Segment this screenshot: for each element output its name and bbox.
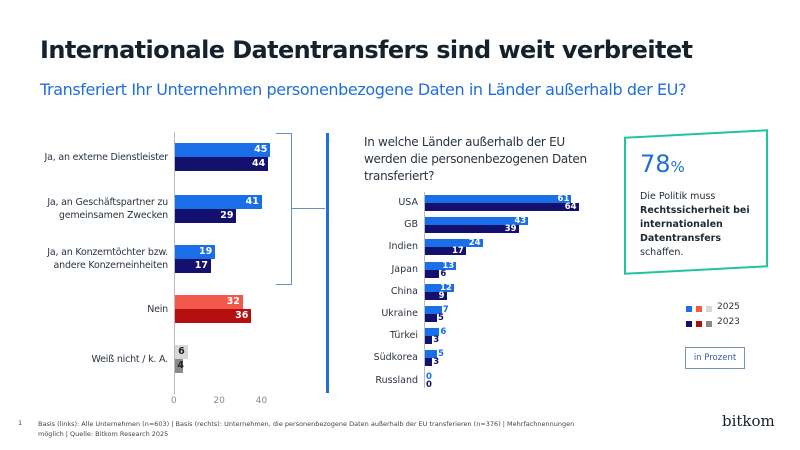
data-label: 6 [178, 346, 185, 357]
bracket [276, 133, 292, 285]
divider [326, 133, 329, 393]
data-label: 32 [226, 296, 240, 307]
bar-2023 [425, 225, 519, 234]
data-label: 41 [245, 196, 259, 207]
callout-line2: schaffen. [640, 247, 684, 258]
data-label: 13 [442, 260, 455, 271]
data-label: 61 [557, 194, 570, 204]
data-label: 36 [235, 310, 249, 321]
legend-swatch [696, 321, 702, 327]
data-label: 43 [514, 216, 527, 227]
category-label: Ja, an externe Dienstleister [44, 151, 169, 163]
x-tick-label: 40 [255, 396, 268, 406]
data-label: 9 [438, 290, 445, 301]
unit-label: in Prozent [685, 347, 745, 369]
legend-swatch [686, 306, 692, 312]
right-chart-question: In welche Länder außerhalb der EU werden… [364, 135, 587, 183]
callout-number: 78 [640, 150, 671, 178]
footnote: Basis (links): Alle Unternehmen (n=603) … [38, 420, 575, 438]
country-label: Japan [391, 263, 419, 275]
bar-2025 [175, 195, 262, 209]
data-label: 19 [199, 246, 213, 257]
bracket-connector [292, 208, 325, 209]
bar-2023 [175, 157, 269, 171]
x-tick-label: 0 [171, 396, 177, 406]
data-label: 5 [438, 313, 444, 323]
bar-2025 [425, 328, 440, 337]
bar-2025 [425, 350, 437, 359]
bar-2023 [175, 259, 212, 273]
data-label: 45 [254, 144, 268, 155]
data-label: 3 [433, 335, 440, 346]
data-label: 29 [220, 210, 234, 221]
bar-2025 [425, 306, 442, 314]
footnote-number: 1 [18, 419, 23, 427]
legend-label: 2025 [717, 302, 740, 312]
callout-line1: Die Politik muss [640, 191, 716, 202]
page-subtitle: Transferiert Ihr Unternehmen personenbez… [40, 80, 687, 99]
bitkom-logo: bitkom [722, 412, 775, 430]
country-label: Türkei [389, 330, 418, 342]
bar-2025 [425, 283, 454, 292]
legend-swatch [706, 321, 712, 327]
data-label: 39 [504, 224, 517, 235]
data-label: 7 [442, 305, 449, 315]
data-label: 3 [433, 357, 440, 368]
data-label: 0 [426, 371, 432, 382]
data-label: 6 [440, 268, 447, 279]
legend-label: 2023 [717, 317, 740, 327]
callout-text: Die Politik muss Rechtssicherheit bei int… [640, 190, 760, 260]
data-label: 17 [451, 246, 464, 257]
bar-2025 [425, 217, 529, 226]
callout-unit: % [670, 158, 685, 176]
legend-swatch [706, 306, 712, 312]
bar-2023 [425, 269, 440, 278]
callout-bold: Rechtssicherheit bei internationalen Dat… [640, 205, 750, 244]
data-label: 12 [439, 282, 452, 293]
data-label: 0 [426, 379, 432, 390]
bar-2023 [425, 247, 466, 256]
bar-2023 [175, 309, 252, 323]
legend-swatch [686, 321, 692, 327]
bar-2025 [425, 195, 572, 203]
country-label: Ukraine [381, 308, 418, 319]
bar-2025 [425, 239, 483, 248]
bar-2023 [425, 314, 437, 322]
bar-2025 [425, 261, 457, 270]
country-label: GB [404, 219, 418, 231]
category-label: Weiß nicht / k. A. [91, 353, 169, 365]
data-label: 17 [194, 260, 209, 271]
bar-2023 [425, 291, 447, 300]
bar-2025 [175, 245, 216, 259]
data-label: 5 [438, 349, 444, 360]
bar-2025 [175, 345, 188, 359]
right-axis [424, 192, 425, 388]
country-label: Indien [388, 241, 418, 253]
country-label: China [390, 285, 418, 297]
page-title: Internationale Datentransfers sind weit … [40, 36, 693, 64]
data-label: 64 [564, 202, 577, 212]
bar-2023 [425, 358, 433, 367]
bar-2025 [175, 295, 243, 309]
category-label: Ja, an Geschäftspartner zu gemeinsamen Z… [47, 197, 168, 221]
category-label: Nein [147, 303, 168, 315]
callout-value: 78% [640, 150, 685, 178]
bar-2023 [175, 209, 237, 223]
data-label: 4 [177, 360, 184, 371]
x-tick-label: 20 [213, 396, 225, 406]
bar-2023 [425, 336, 433, 345]
bar-2023 [425, 203, 579, 211]
bar-2025 [175, 143, 271, 157]
country-label: Südkorea [373, 352, 418, 364]
data-label: 6 [440, 327, 447, 338]
data-label: 24 [468, 238, 481, 249]
category-label: Ja, an Konzerntöchter bzw. andere Konzer… [47, 247, 168, 271]
bar-2023 [175, 359, 184, 373]
country-label: Russland [375, 374, 418, 386]
left-axis [174, 132, 175, 394]
data-label: 44 [252, 158, 266, 169]
legend-swatch [696, 306, 702, 312]
country-label: USA [398, 197, 418, 208]
